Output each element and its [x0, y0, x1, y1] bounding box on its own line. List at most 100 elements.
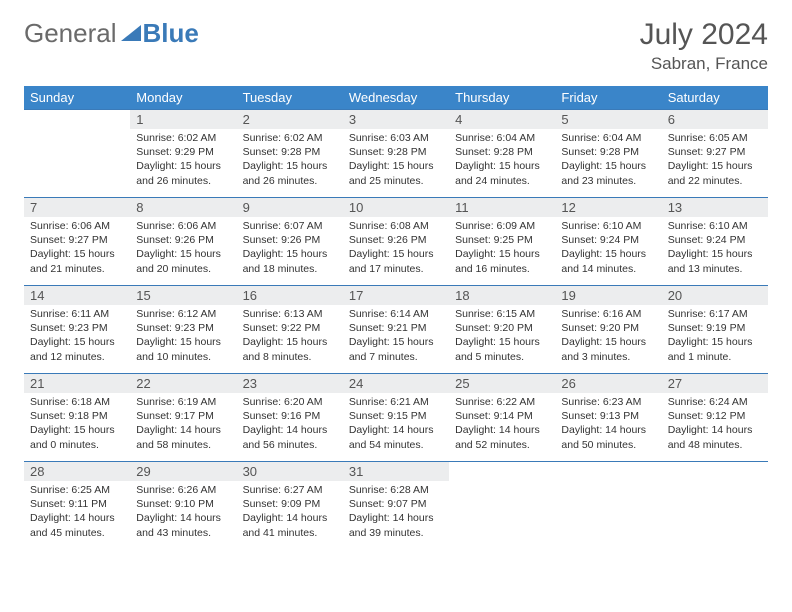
calendar-day-cell: 18Sunrise: 6:15 AMSunset: 9:20 PMDayligh…	[449, 286, 555, 374]
day-details: Sunrise: 6:21 AMSunset: 9:15 PMDaylight:…	[343, 393, 449, 456]
daylight-line: Daylight: 15 hours and 24 minutes.	[455, 159, 549, 187]
sunrise-line: Sunrise: 6:06 AM	[136, 219, 230, 233]
sunset-line: Sunset: 9:20 PM	[561, 321, 655, 335]
day-number: 6	[662, 110, 768, 129]
day-details: Sunrise: 6:26 AMSunset: 9:10 PMDaylight:…	[130, 481, 236, 544]
daylight-line: Daylight: 15 hours and 14 minutes.	[561, 247, 655, 275]
sunrise-line: Sunrise: 6:04 AM	[561, 131, 655, 145]
day-details: Sunrise: 6:02 AMSunset: 9:29 PMDaylight:…	[130, 129, 236, 192]
daylight-line: Daylight: 15 hours and 17 minutes.	[349, 247, 443, 275]
calendar-day-cell: 12Sunrise: 6:10 AMSunset: 9:24 PMDayligh…	[555, 198, 661, 286]
sunrise-line: Sunrise: 6:14 AM	[349, 307, 443, 321]
daylight-line: Daylight: 14 hours and 43 minutes.	[136, 511, 230, 539]
sunset-line: Sunset: 9:11 PM	[30, 497, 124, 511]
day-details: Sunrise: 6:06 AMSunset: 9:26 PMDaylight:…	[130, 217, 236, 280]
day-number: 2	[237, 110, 343, 129]
daylight-line: Daylight: 15 hours and 21 minutes.	[30, 247, 124, 275]
sunrise-line: Sunrise: 6:05 AM	[668, 131, 762, 145]
daylight-line: Daylight: 15 hours and 16 minutes.	[455, 247, 549, 275]
day-details: Sunrise: 6:19 AMSunset: 9:17 PMDaylight:…	[130, 393, 236, 456]
day-number: 4	[449, 110, 555, 129]
day-number: 15	[130, 286, 236, 305]
day-number: 1	[130, 110, 236, 129]
day-details: Sunrise: 6:10 AMSunset: 9:24 PMDaylight:…	[662, 217, 768, 280]
day-number: 5	[555, 110, 661, 129]
sunset-line: Sunset: 9:28 PM	[561, 145, 655, 159]
calendar-body: 1Sunrise: 6:02 AMSunset: 9:29 PMDaylight…	[24, 110, 768, 550]
sunset-line: Sunset: 9:22 PM	[243, 321, 337, 335]
day-details: Sunrise: 6:08 AMSunset: 9:26 PMDaylight:…	[343, 217, 449, 280]
day-details: Sunrise: 6:05 AMSunset: 9:27 PMDaylight:…	[662, 129, 768, 192]
day-number: 31	[343, 462, 449, 481]
calendar-day-cell: 4Sunrise: 6:04 AMSunset: 9:28 PMDaylight…	[449, 110, 555, 198]
day-number: 20	[662, 286, 768, 305]
day-details: Sunrise: 6:23 AMSunset: 9:13 PMDaylight:…	[555, 393, 661, 456]
calendar-day-cell: 23Sunrise: 6:20 AMSunset: 9:16 PMDayligh…	[237, 374, 343, 462]
day-number: 28	[24, 462, 130, 481]
day-details: Sunrise: 6:28 AMSunset: 9:07 PMDaylight:…	[343, 481, 449, 544]
sunset-line: Sunset: 9:21 PM	[349, 321, 443, 335]
sunrise-line: Sunrise: 6:20 AM	[243, 395, 337, 409]
calendar-day-cell: 28Sunrise: 6:25 AMSunset: 9:11 PMDayligh…	[24, 462, 130, 550]
daylight-line: Daylight: 14 hours and 52 minutes.	[455, 423, 549, 451]
sunset-line: Sunset: 9:28 PM	[455, 145, 549, 159]
sunset-line: Sunset: 9:12 PM	[668, 409, 762, 423]
weekday-header: Friday	[555, 86, 661, 110]
sunrise-line: Sunrise: 6:03 AM	[349, 131, 443, 145]
sunset-line: Sunset: 9:26 PM	[136, 233, 230, 247]
sunset-line: Sunset: 9:25 PM	[455, 233, 549, 247]
day-details: Sunrise: 6:15 AMSunset: 9:20 PMDaylight:…	[449, 305, 555, 368]
calendar-day-cell: 22Sunrise: 6:19 AMSunset: 9:17 PMDayligh…	[130, 374, 236, 462]
weekday-header: Monday	[130, 86, 236, 110]
sunrise-line: Sunrise: 6:06 AM	[30, 219, 124, 233]
daylight-line: Daylight: 15 hours and 0 minutes.	[30, 423, 124, 451]
day-details: Sunrise: 6:24 AMSunset: 9:12 PMDaylight:…	[662, 393, 768, 456]
calendar-day-cell: 30Sunrise: 6:27 AMSunset: 9:09 PMDayligh…	[237, 462, 343, 550]
sunrise-line: Sunrise: 6:02 AM	[243, 131, 337, 145]
sunset-line: Sunset: 9:13 PM	[561, 409, 655, 423]
sunrise-line: Sunrise: 6:12 AM	[136, 307, 230, 321]
day-number: 22	[130, 374, 236, 393]
sunset-line: Sunset: 9:24 PM	[668, 233, 762, 247]
calendar-day-cell: 24Sunrise: 6:21 AMSunset: 9:15 PMDayligh…	[343, 374, 449, 462]
day-number: 30	[237, 462, 343, 481]
day-details: Sunrise: 6:02 AMSunset: 9:28 PMDaylight:…	[237, 129, 343, 192]
calendar-week-row: 7Sunrise: 6:06 AMSunset: 9:27 PMDaylight…	[24, 198, 768, 286]
sunrise-line: Sunrise: 6:25 AM	[30, 483, 124, 497]
daylight-line: Daylight: 15 hours and 22 minutes.	[668, 159, 762, 187]
sunset-line: Sunset: 9:23 PM	[30, 321, 124, 335]
day-number: 25	[449, 374, 555, 393]
day-details: Sunrise: 6:20 AMSunset: 9:16 PMDaylight:…	[237, 393, 343, 456]
day-number: 14	[24, 286, 130, 305]
title-block: July 2024 Sabran, France	[640, 18, 768, 74]
daylight-line: Daylight: 15 hours and 18 minutes.	[243, 247, 337, 275]
weekday-header: Wednesday	[343, 86, 449, 110]
calendar-empty-cell	[662, 462, 768, 550]
calendar-week-row: 14Sunrise: 6:11 AMSunset: 9:23 PMDayligh…	[24, 286, 768, 374]
weekday-header: Saturday	[662, 86, 768, 110]
day-details: Sunrise: 6:25 AMSunset: 9:11 PMDaylight:…	[24, 481, 130, 544]
daylight-line: Daylight: 15 hours and 26 minutes.	[243, 159, 337, 187]
calendar-day-cell: 5Sunrise: 6:04 AMSunset: 9:28 PMDaylight…	[555, 110, 661, 198]
calendar-day-cell: 25Sunrise: 6:22 AMSunset: 9:14 PMDayligh…	[449, 374, 555, 462]
calendar-day-cell: 1Sunrise: 6:02 AMSunset: 9:29 PMDaylight…	[130, 110, 236, 198]
calendar-day-cell: 3Sunrise: 6:03 AMSunset: 9:28 PMDaylight…	[343, 110, 449, 198]
day-number: 26	[555, 374, 661, 393]
calendar-day-cell: 6Sunrise: 6:05 AMSunset: 9:27 PMDaylight…	[662, 110, 768, 198]
sunset-line: Sunset: 9:28 PM	[243, 145, 337, 159]
sunset-line: Sunset: 9:23 PM	[136, 321, 230, 335]
day-details: Sunrise: 6:27 AMSunset: 9:09 PMDaylight:…	[237, 481, 343, 544]
calendar-day-cell: 31Sunrise: 6:28 AMSunset: 9:07 PMDayligh…	[343, 462, 449, 550]
day-number: 9	[237, 198, 343, 217]
day-details: Sunrise: 6:17 AMSunset: 9:19 PMDaylight:…	[662, 305, 768, 368]
calendar-day-cell: 13Sunrise: 6:10 AMSunset: 9:24 PMDayligh…	[662, 198, 768, 286]
day-details: Sunrise: 6:13 AMSunset: 9:22 PMDaylight:…	[237, 305, 343, 368]
sunset-line: Sunset: 9:27 PM	[30, 233, 124, 247]
location: Sabran, France	[640, 54, 768, 74]
calendar-table: SundayMondayTuesdayWednesdayThursdayFrid…	[24, 86, 768, 550]
daylight-line: Daylight: 15 hours and 7 minutes.	[349, 335, 443, 363]
day-number: 12	[555, 198, 661, 217]
calendar-day-cell: 7Sunrise: 6:06 AMSunset: 9:27 PMDaylight…	[24, 198, 130, 286]
calendar-day-cell: 10Sunrise: 6:08 AMSunset: 9:26 PMDayligh…	[343, 198, 449, 286]
day-details: Sunrise: 6:14 AMSunset: 9:21 PMDaylight:…	[343, 305, 449, 368]
